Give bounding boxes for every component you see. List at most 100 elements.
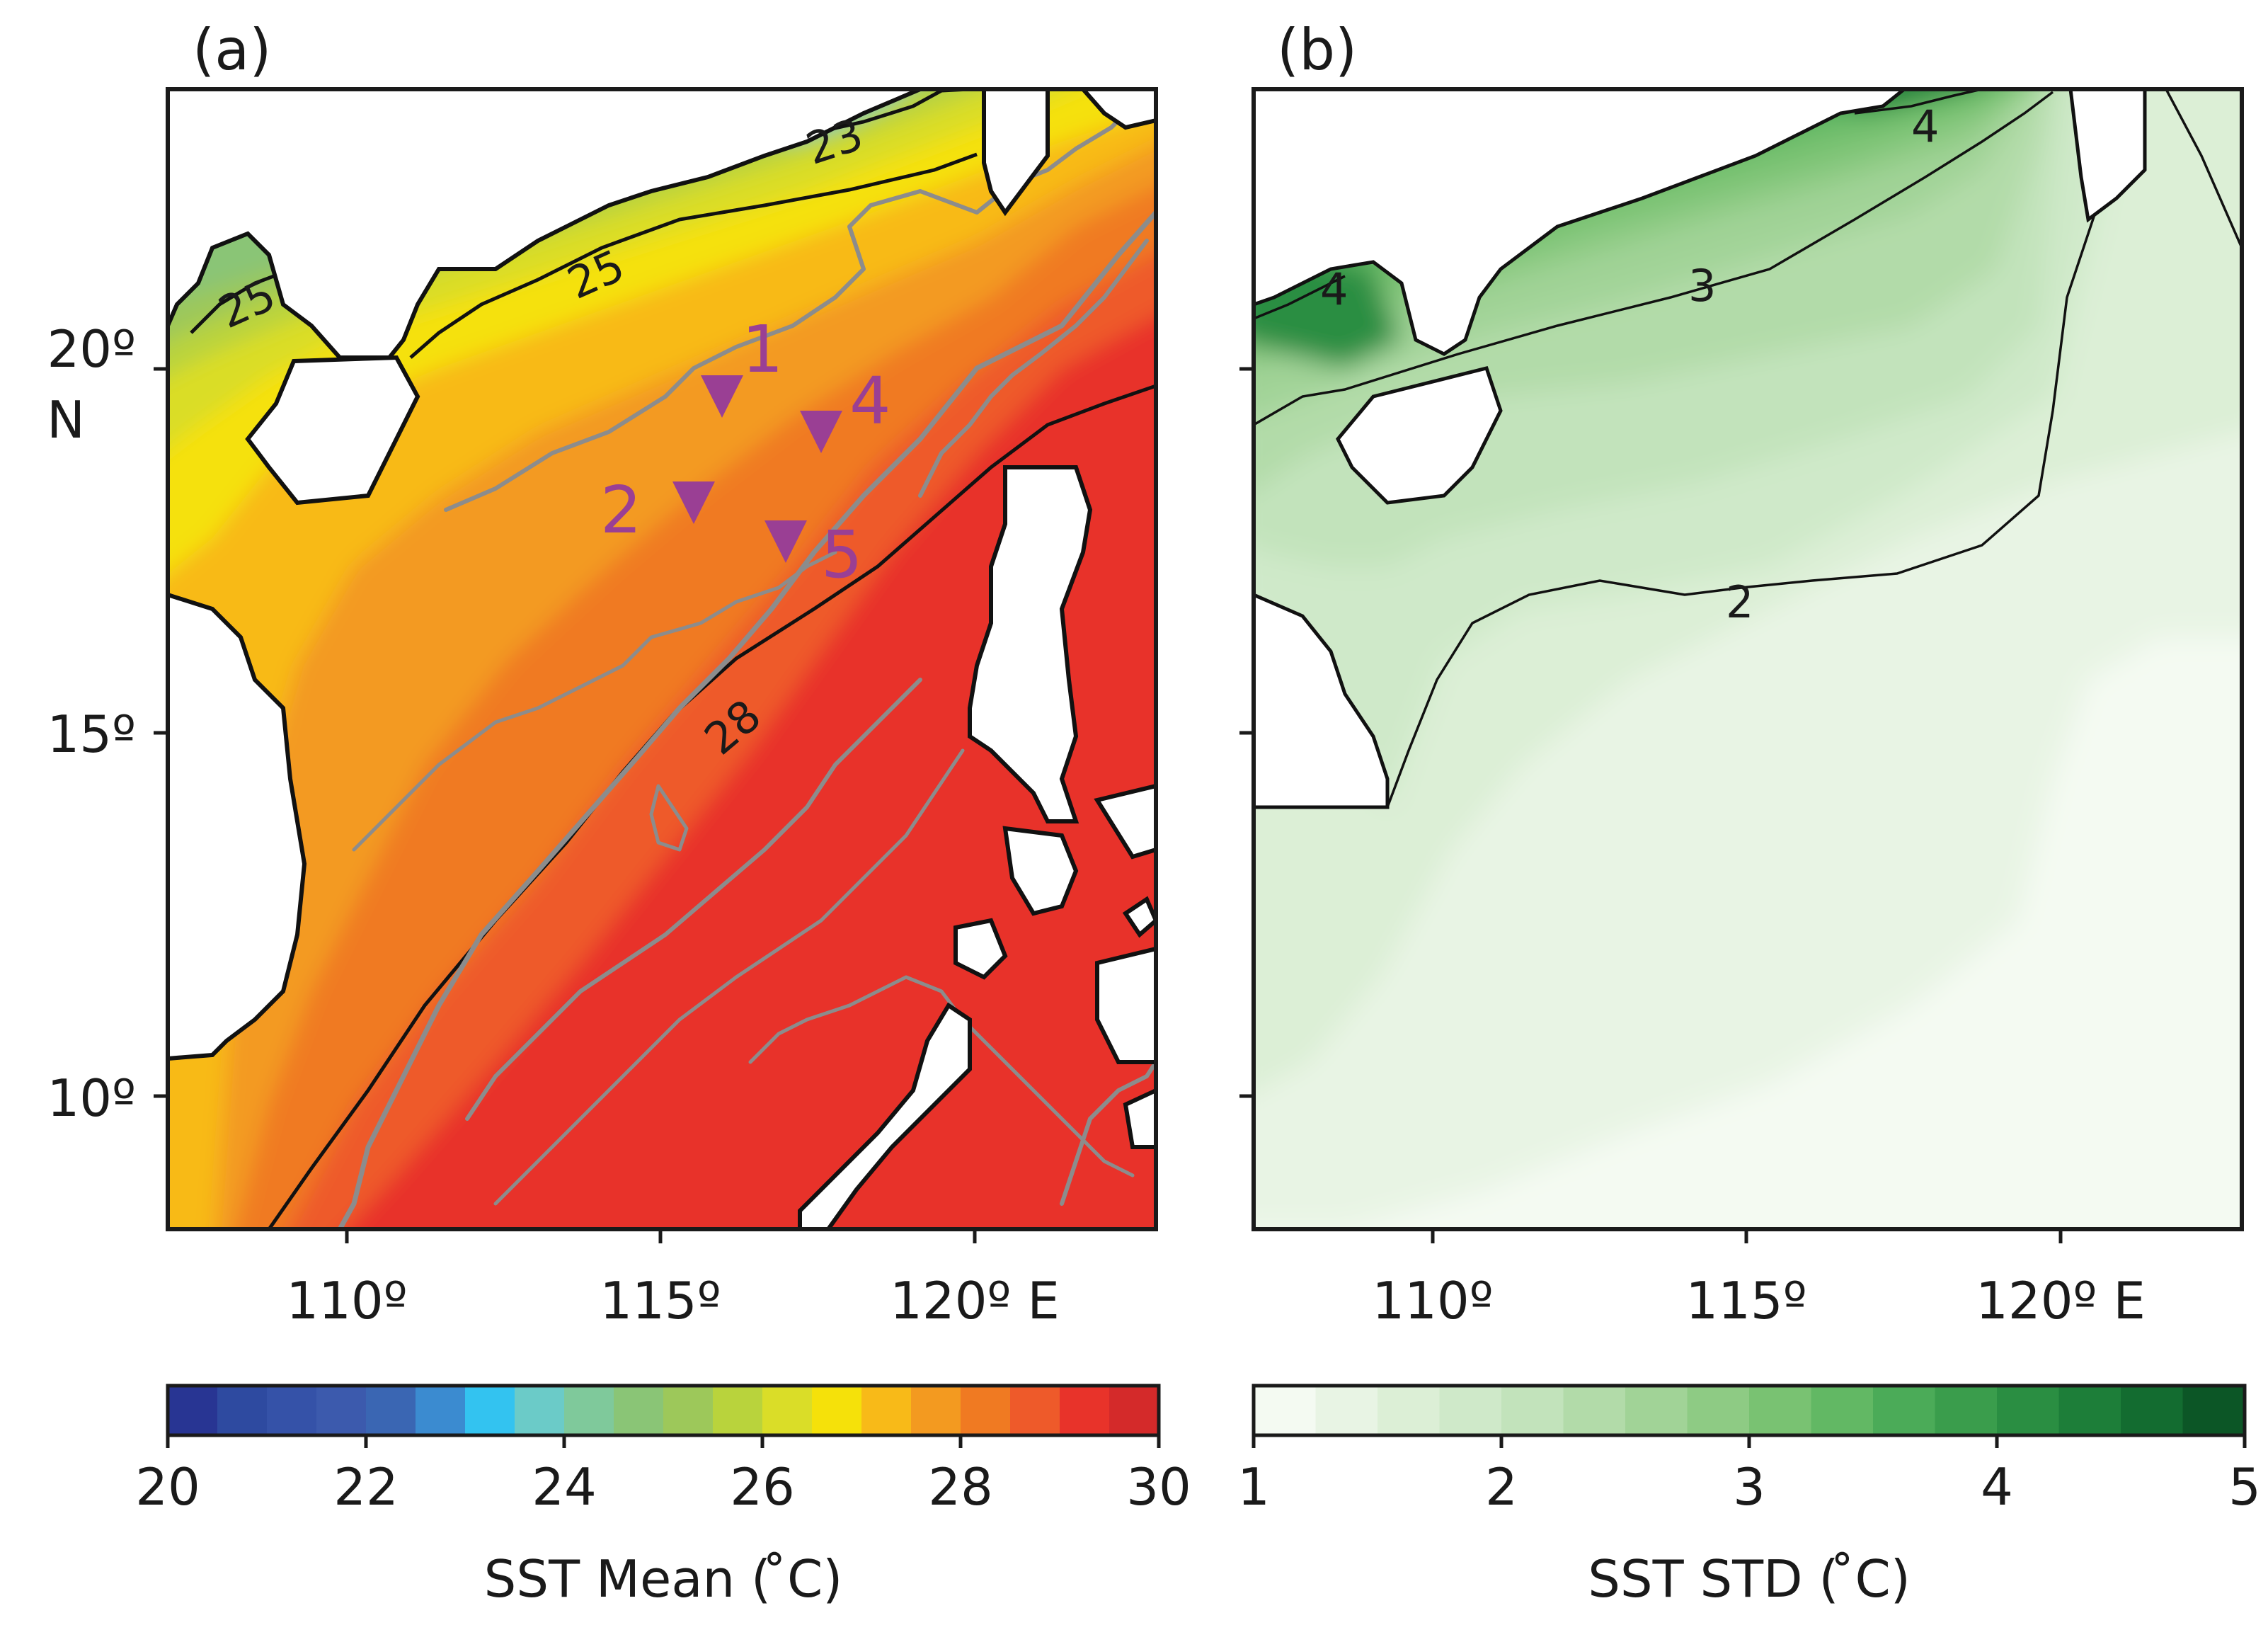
colorbar-b-swatch (1687, 1386, 1750, 1435)
colorbar-a-swatch (217, 1386, 268, 1435)
land-taiwan (982, 89, 1050, 217)
colorbar-b-tick-label: 3 (1733, 1457, 1765, 1517)
sst-contour-25-west (190, 270, 284, 334)
colorbar-a-swatch (515, 1386, 565, 1435)
colorbar-a-swatch (316, 1386, 367, 1435)
std-label-3: 3 (1688, 260, 1716, 312)
sst-mean-field: 23 25 25 28 1 2 4 5 (168, 89, 1156, 1229)
land-luzon-north (1079, 89, 1156, 130)
colorbar-a-swatch (663, 1386, 714, 1435)
colorbar-b-swatches (1254, 1386, 2245, 1435)
colorbar-a-tick-label: 28 (928, 1457, 993, 1517)
bathymetry-contour-slope (444, 89, 1149, 512)
colorbar-a-frame (166, 1384, 1161, 1437)
colorbar-a-tick-label: 22 (333, 1457, 399, 1517)
land-south-china-b (1254, 89, 1906, 356)
colorbar-b-swatch (1439, 1386, 1502, 1435)
std-contour-3 (1254, 91, 2054, 426)
land-hainan (245, 355, 420, 506)
bathymetry-contour-east (918, 239, 1149, 498)
station-1-label: 1 (742, 312, 784, 387)
colorbar-a-swatch (762, 1386, 813, 1435)
colorbar-a-tick-label: 24 (532, 1457, 597, 1517)
stations: 1 2 4 5 (600, 312, 891, 593)
x-tick-120-b: 120º E (1976, 1271, 2146, 1330)
x-tick-120-a: 120º E (890, 1271, 1060, 1330)
colorbar-a-swatches (168, 1386, 1159, 1435)
colorbar-b-swatch (1254, 1386, 1317, 1435)
y-tick-15: 15º (47, 705, 136, 764)
land-hainan-b (1336, 366, 1503, 505)
std-label-4-north: 4 (1911, 101, 1939, 152)
colorbar-b-tick-label: 2 (1485, 1457, 1518, 1517)
land-luzon (968, 465, 1093, 823)
std-contour-4-north (1854, 89, 1983, 115)
station-2-marker (672, 481, 715, 524)
colorbar-b-swatch (1811, 1386, 1874, 1435)
panel-b-ticks (1239, 367, 2063, 1243)
colorbar-a-swatch (267, 1386, 317, 1435)
colorbar-a-swatch (713, 1386, 763, 1435)
colorbar-b: 1 2 3 4 5 SST STD ( ̊C) (1237, 1384, 2261, 1609)
bathymetry-contour-reef (649, 784, 689, 852)
colorbar-a-title: SST Mean ( ̊C) (484, 1549, 843, 1609)
panel-b-label: (b) (1277, 17, 1357, 83)
station-5-marker (764, 520, 807, 563)
colorbar-a-swatch (1010, 1386, 1060, 1435)
colorbar-a-swatch (465, 1386, 515, 1435)
land-vietnam (168, 593, 307, 1229)
bathymetry-contour-palawan (1060, 1060, 1156, 1206)
sst-contour-28 (267, 384, 1156, 1229)
colorbar-a-tick-label: 30 (1126, 1457, 1191, 1517)
colorbar-a-swatch (911, 1386, 961, 1435)
colorbar-a-swatch (812, 1386, 862, 1435)
std-contour-4-west (1254, 275, 1346, 320)
colorbar-a-swatch (168, 1386, 218, 1435)
colorbar-b-tick-label: 1 (1237, 1457, 1270, 1517)
std-band-4-25 (1254, 89, 1961, 368)
colorbar-a-swatch (1109, 1386, 1159, 1435)
colorbar-b-ticks: 1 2 3 4 5 (1237, 1435, 2261, 1517)
bathymetry-contour-shelf (337, 210, 1156, 1229)
bathymetry-contour-west (352, 550, 837, 852)
colorbar-a: 20 22 24 26 28 30 SST Mean ( ̊C) (135, 1384, 1191, 1609)
colorbar-a-swatch (614, 1386, 664, 1435)
colorbar-a-tick-label: 26 (730, 1457, 795, 1517)
panel-a-label: (a) (193, 17, 271, 83)
colorbar-a-swatch (961, 1386, 1011, 1435)
colorbar-a-swatch (366, 1386, 416, 1435)
colorbar-b-tick-label: 4 (1981, 1457, 2013, 1517)
station-1-marker (701, 375, 743, 418)
land-negros (1122, 896, 1156, 938)
land-small-island (953, 918, 1008, 980)
station-4-label: 4 (849, 363, 891, 439)
colorbar-b-swatch (2058, 1386, 2121, 1435)
colorbar-b-title: SST STD ( ̊C) (1588, 1549, 1911, 1609)
panel-a-ticks (154, 367, 977, 1243)
bathymetry-contour-south-2 (493, 748, 965, 1206)
colorbar-b-swatch (1625, 1386, 1688, 1435)
station-5-label: 5 (821, 517, 863, 593)
bathymetry-contour-south-1 (465, 678, 922, 1121)
colorbar-a-tick-label: 20 (135, 1457, 200, 1517)
colorbar-a-swatch (861, 1386, 912, 1435)
land-visayas (1095, 946, 1156, 1064)
colorbar-b-tick-label: 5 (2228, 1457, 2261, 1517)
x-tick-115-a: 115º (600, 1271, 721, 1330)
land-panay (1094, 783, 1156, 860)
land-south-china (168, 89, 979, 360)
x-tick-110-b: 110º (1372, 1271, 1493, 1330)
sst-contour-25-north (409, 152, 978, 359)
std-label-4-west: 4 (1320, 263, 1348, 315)
x-tick-115-b: 115º (1685, 1271, 1806, 1330)
panel-a-map: (a) (47, 17, 1158, 1330)
colorbar-a-swatch (564, 1386, 614, 1435)
colorbar-b-swatch (2121, 1386, 2184, 1435)
colorbar-b-swatch (2182, 1386, 2245, 1435)
land-mindoro (1002, 826, 1079, 916)
panel-b-map: (b) (1239, 17, 2244, 1330)
colorbar-a-swatch (1060, 1386, 1110, 1435)
colorbar-b-swatch (1563, 1386, 1626, 1435)
colorbar-b-swatch (1315, 1386, 1378, 1435)
